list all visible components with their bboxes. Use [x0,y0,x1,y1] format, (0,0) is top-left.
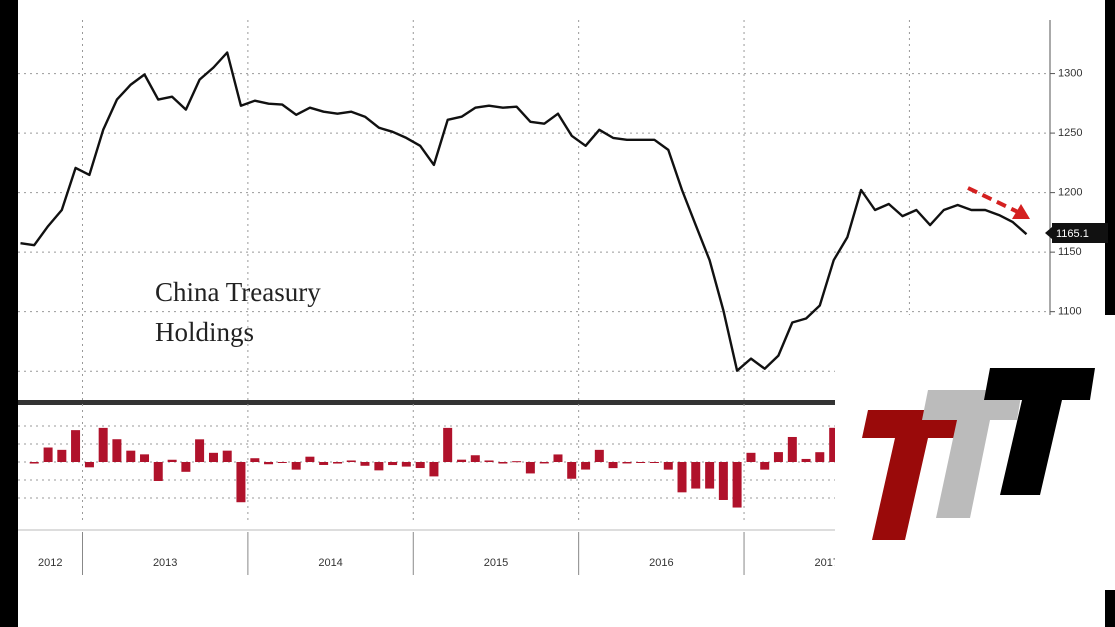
bar [401,462,411,467]
bar [484,460,494,462]
logo-t-black [984,368,1095,495]
last-value-label: 1165.1 [1056,228,1089,240]
bar [388,462,398,466]
bar [649,462,659,463]
bar [181,462,191,472]
bar [71,430,81,462]
bar [374,462,384,471]
bar [773,452,783,462]
bar [195,439,205,462]
bar [567,462,577,479]
x-tick-label: 2017 [814,557,838,569]
last-value: 1165.1 [1045,223,1108,243]
y-tick-label: 1100 [1058,306,1082,318]
y-tick-label: 1200 [1058,187,1082,199]
bar [760,462,770,470]
bar [525,462,535,474]
bar [581,462,591,470]
bar [746,452,756,462]
bar [319,462,329,465]
bar [43,447,53,462]
x-tick-label: 2012 [38,557,62,569]
bar [333,462,343,464]
bar [470,455,480,462]
arrow-head [1012,204,1030,219]
frame [1105,595,1115,627]
annotation: China Treasury [155,277,321,307]
line [20,51,1028,372]
logo [835,315,1115,590]
last-value-box [1052,223,1108,243]
bar [801,458,811,462]
bar [360,462,370,466]
bar [153,462,163,481]
bar [553,454,563,462]
bar [250,458,260,462]
bar [608,462,618,469]
bar [498,462,508,464]
bar [277,462,287,463]
bar [415,462,425,469]
bar [512,461,522,463]
x-tick-label: 2014 [318,557,342,569]
bar [663,462,673,470]
bar [112,439,122,462]
bar [236,462,246,503]
logo-t-grey [922,390,1022,518]
bar [705,462,715,489]
bar [636,462,646,463]
bar [429,462,439,477]
bar [140,454,150,462]
bar [815,452,825,462]
bar [539,462,549,464]
y-tick-label: 1250 [1058,127,1082,139]
logo-t-red [862,410,960,540]
bar [208,452,218,462]
y-tick-label: 1300 [1058,67,1082,79]
bar [305,456,315,462]
bar [718,462,728,500]
bar [167,459,177,462]
bar [29,462,39,464]
bar [677,462,687,493]
bar [829,427,839,462]
bar [291,462,301,470]
title-strip [18,0,1105,12]
x-tick-label: 2013 [153,557,177,569]
panel-divider [18,400,1050,405]
x-tick-label: 2016 [649,557,673,569]
last-value-pointer [1045,227,1052,239]
bar [98,427,108,462]
annotation: Holdings [155,317,254,347]
trend-arrow [967,186,1030,219]
arrow-shaft [967,186,1019,214]
bar [622,462,632,464]
bar [594,449,604,462]
bar [222,450,232,462]
bar [732,462,742,508]
bar [346,460,356,462]
bar [443,427,453,462]
bar [787,436,797,462]
bar [457,459,467,462]
x-tick-label: 2015 [484,557,508,569]
bar [57,449,67,462]
bar [691,462,701,489]
bar [264,462,274,465]
y-tick-label: 1150 [1058,246,1082,258]
bar [84,462,94,468]
bar [126,450,136,462]
